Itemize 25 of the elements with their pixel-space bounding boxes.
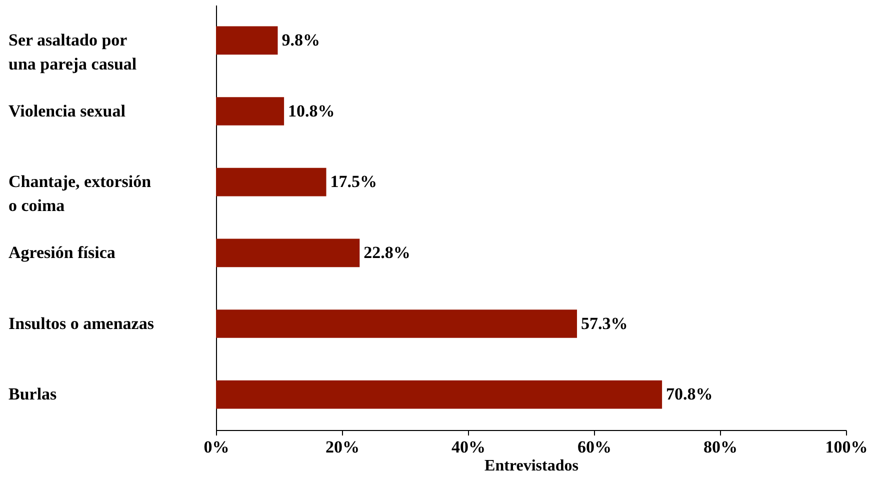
y-tick-label: Ser asaltado por una pareja casual [8,30,137,74]
y-tick-label: Chantaje, extorsión o coima [8,172,152,216]
y-tick-label: Burlas [8,384,58,404]
bar [216,97,284,126]
data-label: 70.8% [666,384,713,404]
x-axis-title: Entrevistados [484,458,578,474]
x-tick-label: 80% [704,438,738,456]
bar [216,168,326,196]
data-label: 9.8% [282,30,320,50]
y-tick-label: Violencia sexual [8,101,126,120]
data-label: 10.8% [288,101,335,120]
bar [216,26,278,55]
bar [216,238,360,268]
data-label: 22.8% [364,242,410,262]
y-tick-label: Insultos o amenazas [8,314,154,333]
data-label: 57.3% [580,314,628,333]
y-tick-label: Agresión física [8,242,116,262]
bar [216,380,662,409]
x-tick-label: 20% [326,438,360,456]
data-label: 17.5% [330,172,377,192]
bar [216,310,577,338]
x-tick-label: 60% [578,438,612,456]
x-tick-label: 0% [204,438,230,456]
x-tick-label: 40% [452,438,486,456]
x-tick-label: 100% [825,438,868,456]
